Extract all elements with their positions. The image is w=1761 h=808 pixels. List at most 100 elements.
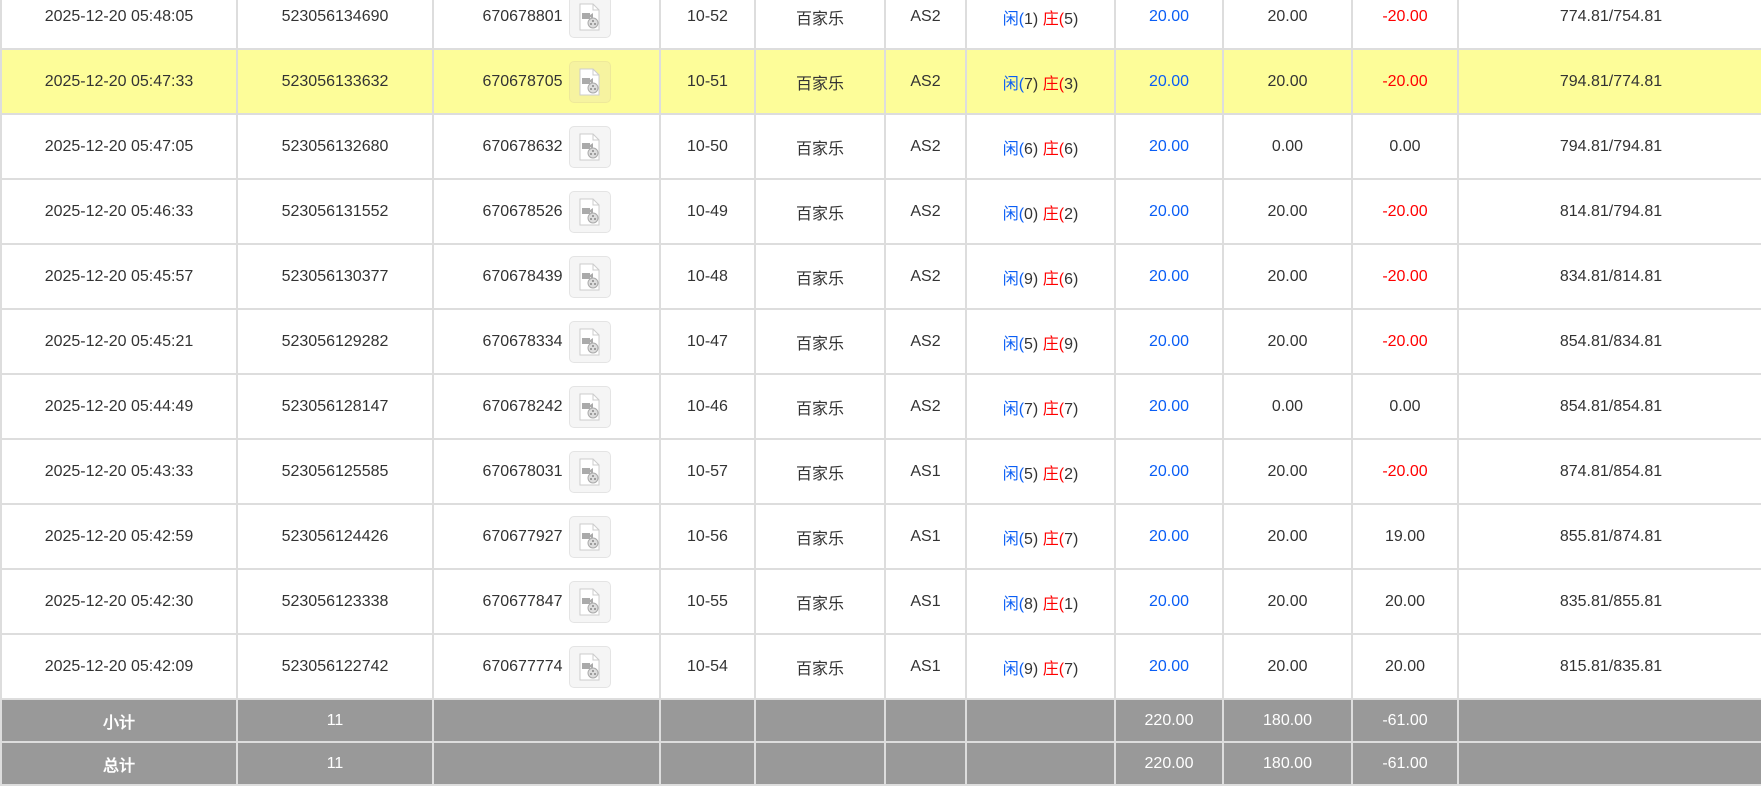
result: 闲(1) 庄(5) <box>965 0 1116 50</box>
banker-result: 庄(3) <box>1042 75 1079 93</box>
video-file-icon[interactable] <box>568 255 611 298</box>
hall: AS2 <box>884 113 967 180</box>
round-cell: 670678031 <box>432 438 661 505</box>
video-file-icon[interactable] <box>568 645 611 688</box>
bet-amount: 20.00 <box>1114 178 1224 245</box>
round-cell: 670678801 <box>432 0 661 50</box>
balance: 814.81/794.81 <box>1457 178 1761 245</box>
balance: 794.81/794.81 <box>1457 113 1761 180</box>
bet-time: 2025-12-20 05:42:09 <box>0 633 238 700</box>
result: 闲(8) 庄(1) <box>965 568 1116 635</box>
table-row: 2025-12-20 05:42:30 523056123338 6706778… <box>0 568 1761 635</box>
banker-result: 庄(2) <box>1042 205 1079 223</box>
banker-result: 庄(6) <box>1042 270 1079 288</box>
round-cell: 670678439 <box>432 243 661 310</box>
hall: AS2 <box>884 178 967 245</box>
bet-amount: 20.00 <box>1114 0 1224 50</box>
table-row: 2025-12-20 05:48:05 523056134690 6706788… <box>0 0 1761 50</box>
round-cell: 670678705 <box>432 48 661 115</box>
win-loss: -20.00 <box>1351 178 1459 245</box>
round-number: 670677847 <box>482 592 563 610</box>
bet-time: 2025-12-20 05:42:59 <box>0 503 238 570</box>
player-result: 闲(5) <box>1002 465 1039 483</box>
order-number: 523056130377 <box>236 243 434 310</box>
round-cell: 670677774 <box>432 633 661 700</box>
result: 闲(9) 庄(6) <box>965 243 1116 310</box>
round-cell: 670678632 <box>432 113 661 180</box>
result: 闲(0) 庄(2) <box>965 178 1116 245</box>
valid-bet: 20.00 <box>1222 0 1353 50</box>
summary-label: 总计 <box>0 741 238 786</box>
summary-valid: 180.00 <box>1222 741 1353 786</box>
video-file-icon[interactable] <box>568 190 611 233</box>
win-loss: -20.00 <box>1351 438 1459 505</box>
hall: AS2 <box>884 48 967 115</box>
round-cell: 670678526 <box>432 178 661 245</box>
table-row: 2025-12-20 05:46:33 523056131552 6706785… <box>0 178 1761 245</box>
bet-amount: 20.00 <box>1114 48 1224 115</box>
video-file-icon[interactable] <box>568 320 611 363</box>
round-number: 670677927 <box>482 527 563 545</box>
hall: AS2 <box>884 308 967 375</box>
round-number: 670677774 <box>482 657 563 675</box>
game-name: 百家乐 <box>754 503 886 570</box>
table-row: 2025-12-20 05:43:33 523056125585 6706780… <box>0 438 1761 505</box>
result: 闲(6) 庄(6) <box>965 113 1116 180</box>
balance: 855.81/874.81 <box>1457 503 1761 570</box>
bet-time: 2025-12-20 05:45:21 <box>0 308 238 375</box>
table-number: 10-47 <box>659 308 756 375</box>
round-cell: 670677927 <box>432 503 661 570</box>
video-file-icon[interactable] <box>568 0 611 38</box>
game-name: 百家乐 <box>754 48 886 115</box>
round-number: 670678632 <box>482 137 563 155</box>
table-number: 10-54 <box>659 633 756 700</box>
result: 闲(5) 庄(7) <box>965 503 1116 570</box>
summary-valid: 180.00 <box>1222 698 1353 743</box>
win-loss: 0.00 <box>1351 373 1459 440</box>
table-number: 10-46 <box>659 373 756 440</box>
video-file-icon[interactable] <box>568 450 611 493</box>
video-file-icon[interactable] <box>568 385 611 428</box>
game-name: 百家乐 <box>754 373 886 440</box>
player-result: 闲(0) <box>1002 205 1039 223</box>
video-file-icon[interactable] <box>568 515 611 558</box>
bet-time: 2025-12-20 05:45:57 <box>0 243 238 310</box>
video-file-icon[interactable] <box>568 60 611 103</box>
valid-bet: 20.00 <box>1222 243 1353 310</box>
table-row: 2025-12-20 05:47:05 523056132680 6706786… <box>0 113 1761 180</box>
summary-row: 总计 11 220.00 180.00 -61.00 <box>0 741 1761 786</box>
game-name: 百家乐 <box>754 113 886 180</box>
bet-time: 2025-12-20 05:46:33 <box>0 178 238 245</box>
balance: 874.81/854.81 <box>1457 438 1761 505</box>
round-number: 670678801 <box>482 7 563 25</box>
table-number: 10-48 <box>659 243 756 310</box>
game-name: 百家乐 <box>754 243 886 310</box>
table-row: 2025-12-20 05:44:49 523056128147 6706782… <box>0 373 1761 440</box>
summary-win: -61.00 <box>1351 741 1459 786</box>
hall: AS1 <box>884 633 967 700</box>
banker-result: 庄(6) <box>1042 140 1079 158</box>
video-file-icon[interactable] <box>568 580 611 623</box>
valid-bet: 20.00 <box>1222 503 1353 570</box>
round-number: 670678526 <box>482 202 563 220</box>
game-name: 百家乐 <box>754 0 886 50</box>
player-result: 闲(6) <box>1002 140 1039 158</box>
order-number: 523056124426 <box>236 503 434 570</box>
game-name: 百家乐 <box>754 633 886 700</box>
table-row: 2025-12-20 05:47:33 523056133632 6706787… <box>0 48 1761 115</box>
order-number: 523056128147 <box>236 373 434 440</box>
game-name: 百家乐 <box>754 308 886 375</box>
summary-bet: 220.00 <box>1114 698 1224 743</box>
valid-bet: 0.00 <box>1222 373 1353 440</box>
table-row: 2025-12-20 05:42:09 523056122742 6706777… <box>0 633 1761 700</box>
win-loss: -20.00 <box>1351 48 1459 115</box>
win-loss: 19.00 <box>1351 503 1459 570</box>
player-result: 闲(5) <box>1002 530 1039 548</box>
win-loss: 0.00 <box>1351 113 1459 180</box>
video-file-icon[interactable] <box>568 125 611 168</box>
round-number: 670678705 <box>482 72 563 90</box>
order-number: 523056132680 <box>236 113 434 180</box>
balance: 815.81/835.81 <box>1457 633 1761 700</box>
hall: AS2 <box>884 373 967 440</box>
game-name: 百家乐 <box>754 438 886 505</box>
